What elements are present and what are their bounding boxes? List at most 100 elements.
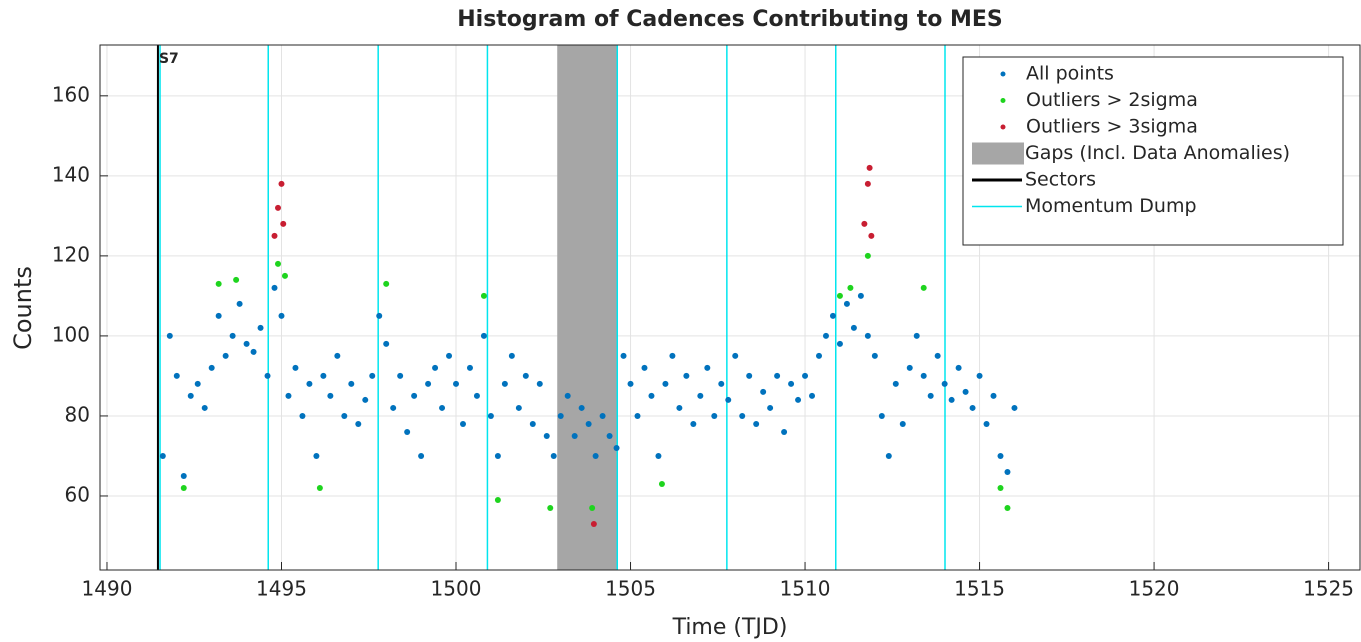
data-point: [480, 292, 487, 299]
data-point: [257, 324, 264, 331]
data-point: [648, 392, 655, 399]
data-point: [334, 352, 341, 359]
data-point: [547, 504, 554, 511]
data-point: [280, 220, 287, 227]
legend-marker: [1000, 124, 1006, 130]
data-point: [285, 392, 292, 399]
data-point: [215, 280, 222, 287]
x-tick-label: 1520: [1129, 577, 1180, 601]
data-point: [704, 364, 711, 371]
data-point: [676, 404, 683, 411]
data-point: [990, 392, 997, 399]
data-point: [494, 452, 501, 459]
data-point: [948, 396, 955, 403]
data-point: [906, 364, 913, 371]
y-tick-label: 80: [65, 402, 90, 426]
y-tick-label: 120: [52, 242, 90, 266]
x-tick-label: 1515: [954, 577, 1005, 601]
data-point: [599, 412, 606, 419]
data-point: [690, 420, 697, 427]
data-point: [969, 404, 976, 411]
data-point: [473, 392, 480, 399]
data-point: [655, 452, 662, 459]
data-point: [718, 380, 725, 387]
gap-region: [557, 45, 617, 570]
data-point: [578, 404, 585, 411]
data-point: [864, 332, 871, 339]
data-point: [753, 420, 760, 427]
data-point: [411, 392, 418, 399]
data-point: [934, 352, 941, 359]
data-point: [913, 332, 920, 339]
data-point: [299, 412, 306, 419]
data-point: [264, 372, 271, 379]
data-point: [847, 284, 854, 291]
data-point: [348, 380, 355, 387]
data-point: [767, 404, 774, 411]
data-point: [760, 388, 767, 395]
data-point: [341, 412, 348, 419]
data-point: [788, 380, 795, 387]
data-point: [278, 312, 285, 319]
data-point: [383, 340, 390, 347]
data-point: [857, 292, 864, 299]
x-tick-label: 1510: [780, 577, 831, 601]
data-point: [292, 364, 299, 371]
data-point: [180, 484, 187, 491]
data-point: [1004, 504, 1011, 511]
data-point: [313, 452, 320, 459]
x-axis-label: Time (TJD): [672, 615, 788, 640]
x-tick-label: 1525: [1303, 577, 1354, 601]
data-point: [683, 372, 690, 379]
data-point: [159, 452, 166, 459]
data-point: [494, 496, 501, 503]
data-point: [187, 392, 194, 399]
data-point: [487, 412, 494, 419]
x-tick-label: 1500: [431, 577, 482, 601]
data-point: [592, 452, 599, 459]
data-point: [194, 380, 201, 387]
data-point: [271, 232, 278, 239]
data-point: [250, 348, 257, 355]
y-tick-label: 140: [52, 162, 90, 186]
data-point: [864, 180, 871, 187]
data-point: [557, 412, 564, 419]
data-point: [590, 520, 597, 527]
data-point: [432, 364, 439, 371]
data-point: [466, 364, 473, 371]
data-point: [480, 332, 487, 339]
data-point: [208, 364, 215, 371]
data-point: [802, 372, 809, 379]
data-point: [320, 372, 327, 379]
data-point: [522, 372, 529, 379]
y-axis-label: Counts: [9, 266, 37, 350]
legend-label: Momentum Dump: [1025, 195, 1197, 217]
data-point: [383, 280, 390, 287]
data-point: [236, 300, 243, 307]
data-point: [669, 352, 676, 359]
data-point: [866, 164, 873, 171]
data-point: [658, 480, 665, 487]
data-point: [243, 340, 250, 347]
legend-marker: [972, 142, 1024, 165]
data-point: [543, 432, 550, 439]
data-point: [662, 380, 669, 387]
data-point: [316, 484, 323, 491]
data-point: [275, 204, 282, 211]
data-point: [180, 472, 187, 479]
data-point: [418, 452, 425, 459]
data-point: [997, 452, 1004, 459]
data-point: [739, 412, 746, 419]
data-point: [166, 332, 173, 339]
data-point: [774, 372, 781, 379]
data-point: [809, 392, 816, 399]
data-point: [229, 332, 236, 339]
data-point: [508, 352, 515, 359]
sector-label: S7: [159, 51, 179, 67]
x-tick-label: 1505: [605, 577, 656, 601]
data-point: [589, 504, 596, 511]
data-point: [836, 292, 843, 299]
data-point: [585, 420, 592, 427]
data-point: [425, 380, 432, 387]
